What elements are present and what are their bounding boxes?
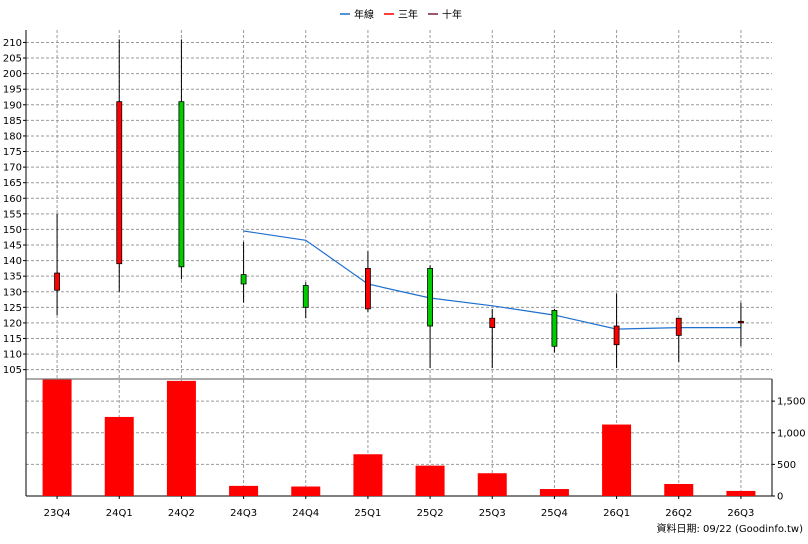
volume-tick-label: 1,000 bbox=[777, 428, 806, 439]
volume-bar bbox=[539, 489, 569, 496]
candle-body bbox=[738, 320, 744, 324]
price-tick-label: 170 bbox=[3, 163, 22, 174]
volume-bar bbox=[477, 473, 507, 496]
price-tick-label: 145 bbox=[3, 241, 22, 252]
x-tick-label: 24Q2 bbox=[168, 508, 195, 519]
volume-bar bbox=[602, 424, 632, 496]
price-tick-label: 135 bbox=[3, 272, 22, 283]
volume-bar bbox=[42, 379, 72, 496]
volume-tick-label: 500 bbox=[777, 460, 796, 471]
candle-body bbox=[54, 272, 60, 291]
candle-body bbox=[489, 317, 496, 328]
x-tick-label: 26Q1 bbox=[603, 508, 630, 519]
volume-bar bbox=[104, 416, 134, 496]
candle-body bbox=[365, 267, 371, 310]
footer-note: 資料日期: 09/22 (Goodinfo.tw) bbox=[656, 522, 803, 535]
volume-bar bbox=[726, 490, 756, 496]
candle-body bbox=[302, 285, 309, 308]
candle-body bbox=[178, 101, 185, 268]
volume-bar bbox=[415, 465, 445, 496]
x-tick-label: 25Q2 bbox=[417, 508, 444, 519]
price-tick-label: 155 bbox=[3, 209, 22, 220]
price-tick-label: 120 bbox=[3, 318, 22, 329]
volume-bar bbox=[664, 483, 694, 496]
price-tick-label: 105 bbox=[3, 365, 22, 376]
volume-bar bbox=[229, 485, 259, 496]
price-tick-label: 150 bbox=[3, 225, 22, 236]
price-tick-label: 130 bbox=[3, 287, 22, 298]
price-tick-label: 210 bbox=[3, 38, 22, 49]
price-tick-label: 190 bbox=[3, 100, 22, 111]
volume-tick-label: 0 bbox=[777, 492, 783, 503]
volume-bar bbox=[166, 380, 196, 496]
price-tick-label: 160 bbox=[3, 194, 22, 205]
candle-body bbox=[116, 101, 123, 265]
candle-body bbox=[240, 274, 247, 285]
price-tick-label: 205 bbox=[3, 54, 22, 65]
legend-label: 年線 bbox=[354, 8, 374, 21]
candle-body bbox=[675, 317, 682, 336]
legend-label: 三年 bbox=[398, 8, 418, 21]
x-tick-label: 26Q2 bbox=[665, 508, 692, 519]
ma-line-annual bbox=[243, 230, 741, 330]
x-tick-label: 26Q3 bbox=[727, 508, 754, 519]
price-tick-label: 180 bbox=[3, 131, 22, 142]
x-tick-label: 23Q4 bbox=[44, 508, 71, 519]
volume-bar bbox=[291, 486, 321, 496]
x-tick-label: 25Q3 bbox=[479, 508, 506, 519]
candle-body bbox=[551, 310, 558, 347]
x-tick-label: 25Q1 bbox=[354, 508, 381, 519]
x-tick-label: 24Q3 bbox=[230, 508, 257, 519]
candle-body bbox=[427, 267, 433, 327]
price-tick-label: 165 bbox=[3, 178, 22, 189]
candle-body bbox=[613, 325, 620, 346]
x-tick-label: 25Q4 bbox=[541, 508, 568, 519]
legend-label: 十年 bbox=[442, 8, 462, 21]
price-tick-label: 140 bbox=[3, 256, 22, 267]
x-tick-label: 24Q4 bbox=[292, 508, 319, 519]
volume-tick-label: 1,500 bbox=[777, 397, 806, 408]
price-tick-label: 175 bbox=[3, 147, 22, 158]
price-tick-label: 195 bbox=[3, 85, 22, 96]
price-tick-label: 200 bbox=[3, 69, 22, 80]
price-tick-label: 115 bbox=[3, 334, 22, 345]
price-tick-label: 185 bbox=[3, 116, 22, 127]
price-tick-label: 110 bbox=[3, 350, 22, 361]
plot-background bbox=[26, 30, 772, 496]
volume-bar bbox=[353, 454, 383, 496]
x-tick-label: 24Q1 bbox=[106, 508, 133, 519]
price-tick-label: 125 bbox=[3, 303, 22, 314]
